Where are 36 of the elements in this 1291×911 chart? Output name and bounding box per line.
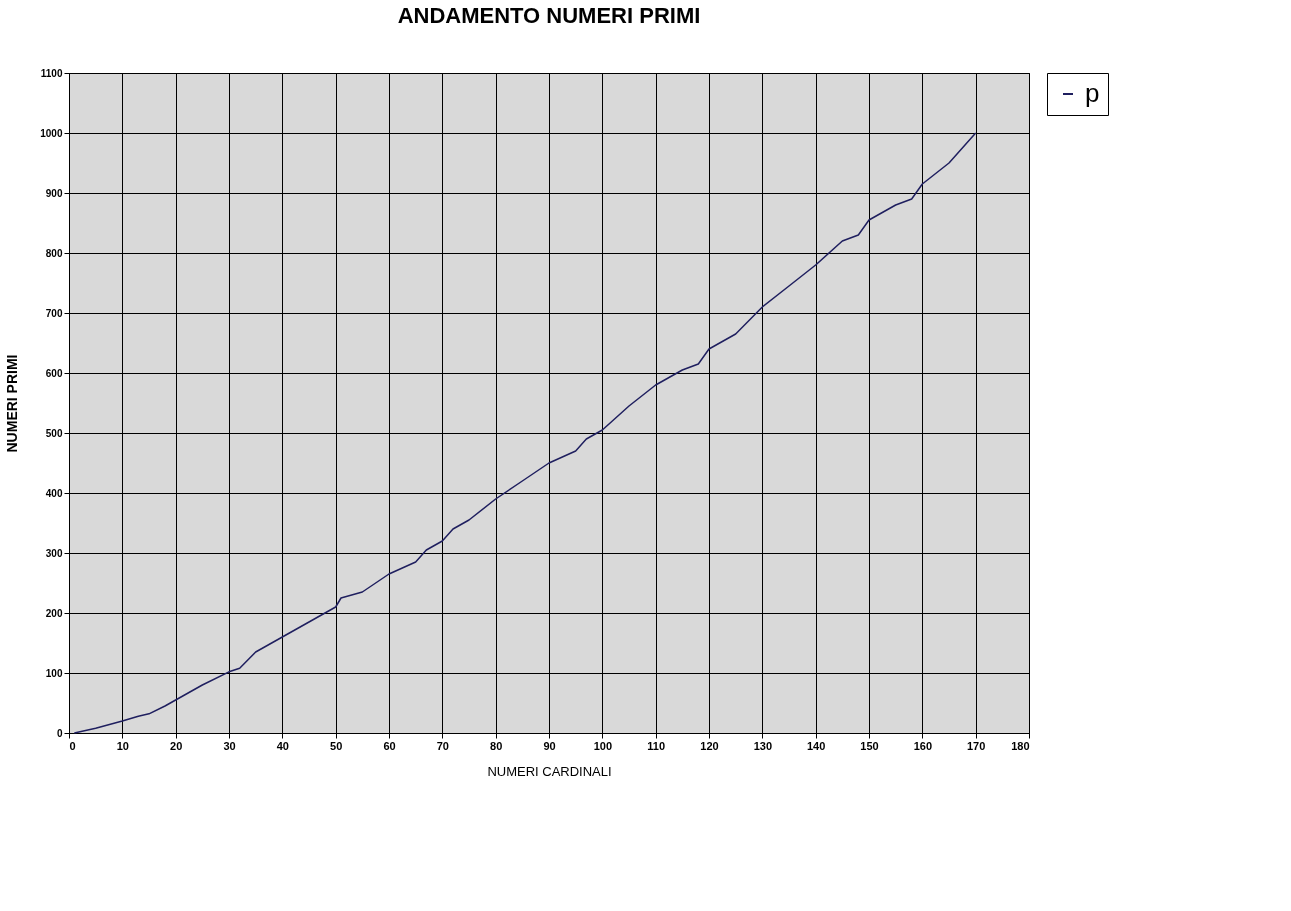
x-tick-label: 140 bbox=[806, 739, 826, 752]
y-tick-label: 1000 bbox=[40, 127, 63, 139]
y-tick-label: 500 bbox=[45, 427, 63, 439]
x-tick-label: 50 bbox=[330, 739, 343, 752]
y-tick-label: 1100 bbox=[40, 67, 63, 79]
y-tick-label: 300 bbox=[45, 547, 63, 559]
x-axis-title: NUMERI CARDINALI bbox=[487, 763, 612, 779]
x-tick-label: 20 bbox=[170, 739, 183, 752]
x-tick-label: 90 bbox=[543, 739, 556, 752]
x-tick-label: 60 bbox=[383, 739, 396, 752]
y-tick-label: 600 bbox=[45, 367, 63, 379]
x-tick-label: 120 bbox=[700, 739, 719, 752]
y-tick-label: 200 bbox=[45, 607, 63, 619]
y-tick-label: 700 bbox=[45, 307, 63, 319]
y-tick-label: 800 bbox=[45, 247, 63, 259]
x-tick-label: 110 bbox=[647, 739, 666, 752]
legend-label: p bbox=[1085, 78, 1100, 108]
x-tick-label: 170 bbox=[966, 739, 986, 752]
y-tick-label: 900 bbox=[45, 187, 63, 199]
x-tick-label: 0 bbox=[69, 739, 76, 752]
x-tick-label: 40 bbox=[276, 739, 289, 752]
y-tick-label: 400 bbox=[45, 487, 63, 499]
x-tick-label: 180 bbox=[1011, 739, 1030, 752]
x-tick-label: 130 bbox=[753, 739, 773, 752]
y-tick-label: 0 bbox=[56, 727, 63, 739]
x-tick-label: 100 bbox=[593, 739, 613, 752]
x-tick-label: 10 bbox=[116, 739, 129, 752]
x-tick-label: 70 bbox=[436, 739, 449, 752]
line-series bbox=[73, 132, 977, 734]
x-tick-label: 30 bbox=[223, 739, 236, 752]
y-axis-title: NUMERI PRIMI bbox=[4, 354, 21, 453]
y-tick-label: 100 bbox=[45, 667, 63, 679]
x-tick-label: 160 bbox=[913, 739, 933, 752]
x-tick-label: 80 bbox=[490, 739, 503, 752]
chart-title: ANDAMENTO NUMERI PRIMI bbox=[397, 3, 701, 28]
x-tick-label: 150 bbox=[860, 739, 879, 752]
